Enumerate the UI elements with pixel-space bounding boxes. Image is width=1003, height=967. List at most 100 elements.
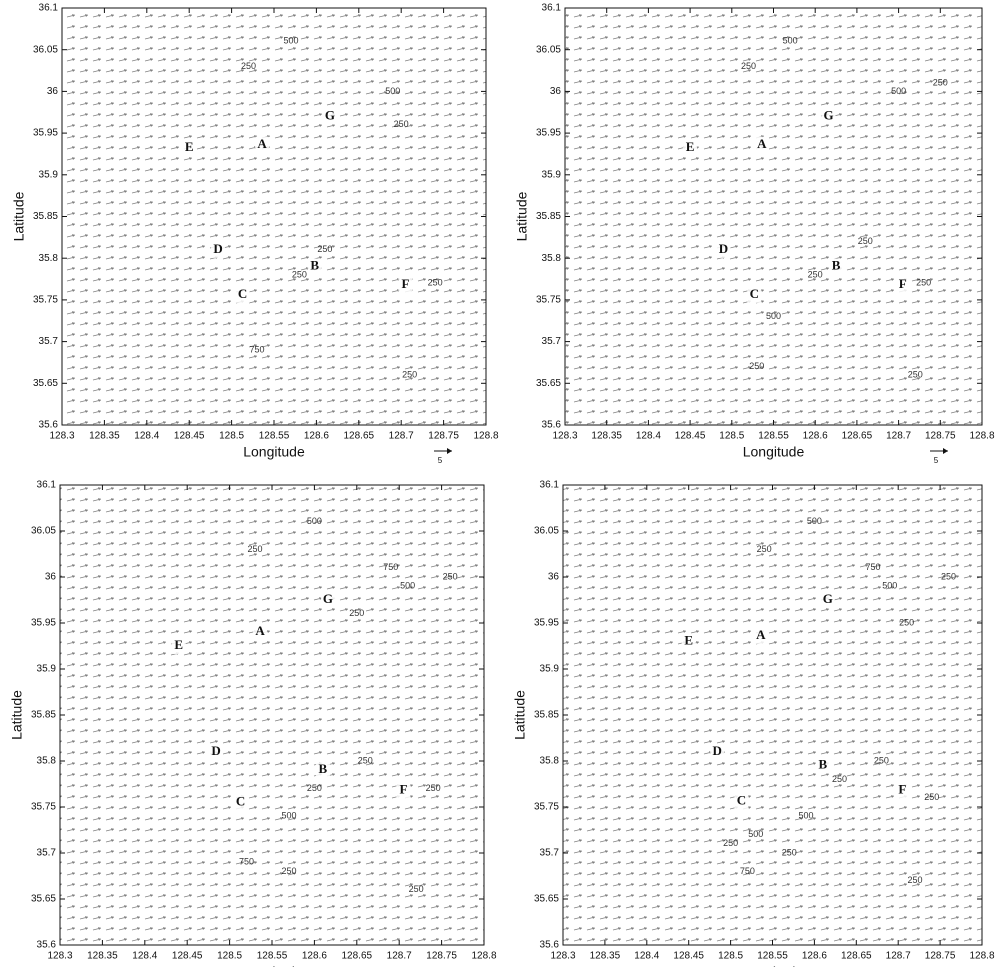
annotation-bg: [315, 762, 330, 779]
contour-label: 500: [882, 581, 897, 591]
contour-label: 250: [409, 884, 424, 894]
contour-label: 250: [443, 571, 458, 581]
contour-label: 500: [807, 516, 822, 526]
region-label: C: [238, 286, 247, 301]
y-tick-label: 36.1: [540, 480, 560, 491]
contour-label: 250: [899, 617, 914, 627]
y-tick-label: 35.65: [31, 894, 56, 905]
contour-label: 250: [874, 755, 889, 765]
contour-label: 500: [385, 86, 400, 96]
y-tick-label: 35.7: [37, 848, 57, 859]
x-tick-label: 128.8: [471, 951, 496, 962]
reference-arrow-label: 5: [438, 456, 443, 465]
annotation-bg: [255, 136, 270, 153]
y-tick-label: 36.05: [534, 526, 559, 537]
x-axis-label: Longitude: [742, 964, 804, 967]
y-tick-label: 35.6: [37, 940, 57, 951]
region-label: G: [823, 591, 833, 606]
contour-label: 250: [241, 61, 256, 71]
region-label: F: [898, 781, 906, 796]
x-tick-label: 128.55: [259, 431, 290, 442]
y-tick-label: 35.9: [39, 169, 59, 180]
contour-label: 500: [891, 86, 906, 96]
x-tick-label: 128.55: [758, 431, 789, 442]
annotation-bg: [754, 136, 769, 153]
y-tick-label: 36.05: [31, 526, 56, 537]
contour-label: 500: [748, 829, 763, 839]
x-tick-label: 128.7: [886, 431, 911, 442]
contour-label: 250: [757, 544, 772, 554]
panel: 128.3 128.35 128.4 128.45 128.5 128.55 128.6 12…: [9, 480, 497, 967]
annotation-bg: [209, 743, 224, 760]
annotation-bg: [396, 782, 411, 799]
y-axis-label: Latitude: [11, 191, 27, 241]
y-tick-label: 35.95: [534, 618, 559, 629]
contour-label: 250: [281, 866, 296, 876]
contour-label: 500: [766, 311, 781, 321]
y-tick-label: 35.8: [37, 756, 57, 767]
contour-label: 250: [916, 278, 931, 288]
region-label: G: [823, 107, 833, 122]
panel: 128.3 128.35 128.4 128.45 128.5 128.55 128.6 12…: [11, 3, 499, 465]
x-tick-label: 128.35: [89, 431, 120, 442]
contour-label: 250: [248, 544, 263, 554]
reference-arrow-head: [447, 448, 452, 454]
panel: 128.3 128.35 128.4 128.45 128.5 128.55 128.6 12…: [512, 480, 995, 967]
x-tick-label: 128.45: [673, 951, 704, 962]
region-label: B: [319, 761, 328, 776]
y-tick-label: 35.85: [534, 710, 559, 721]
x-tick-label: 128.5: [718, 951, 743, 962]
contour-label: 250: [402, 369, 417, 379]
y-tick-label: 36.1: [37, 480, 57, 491]
region-label: F: [401, 276, 409, 291]
annotation-bg: [710, 743, 725, 760]
region-label: F: [399, 781, 407, 796]
contour-label: 750: [239, 857, 254, 867]
x-tick-label: 128.6: [302, 951, 327, 962]
x-axis-label: Longitude: [743, 444, 805, 460]
y-tick-label: 35.85: [33, 211, 58, 222]
y-tick-label: 35.8: [542, 253, 562, 264]
y-tick-label: 35.65: [536, 378, 561, 389]
contour-label: 250: [832, 774, 847, 784]
annotation-bg: [734, 793, 749, 810]
vector-field: [563, 485, 982, 945]
annotation-bg: [895, 782, 910, 799]
annotation-bg: [829, 258, 844, 275]
contour-label: 250: [426, 783, 441, 793]
vector-field: [565, 8, 982, 425]
x-tick-label: 128.3: [552, 431, 577, 442]
y-tick-label: 36.1: [39, 3, 59, 14]
x-tick-label: 128.7: [387, 951, 412, 962]
region-label: E: [174, 637, 183, 652]
region-label: D: [211, 743, 220, 758]
contour-label: 750: [740, 866, 755, 876]
annotation-bg: [716, 241, 731, 258]
contour-label: 250: [941, 571, 956, 581]
y-tick-label: 35.75: [33, 295, 58, 306]
annotation-bg: [683, 140, 698, 157]
contour-label: 750: [250, 344, 265, 354]
x-tick-label: 128.75: [426, 951, 457, 962]
contour-label: 250: [908, 369, 923, 379]
x-tick-label: 128.75: [428, 431, 459, 442]
annotation-bg: [253, 624, 268, 641]
contour-label: 250: [349, 608, 364, 618]
x-axis-label: Longitude: [243, 444, 305, 460]
contour-label: 250: [317, 244, 332, 254]
x-tick-label: 128.4: [134, 431, 159, 442]
vector-field: [60, 485, 484, 945]
contour-label: 500: [307, 516, 322, 526]
region-label: C: [750, 286, 759, 301]
x-tick-label: 128.65: [342, 951, 373, 962]
contour-label: 250: [394, 119, 409, 129]
annotation-bg: [398, 276, 413, 293]
vector-field: [62, 8, 486, 425]
x-tick-label: 128.4: [636, 431, 661, 442]
contour-label: 250: [741, 61, 756, 71]
y-tick-label: 35.7: [542, 336, 562, 347]
annotation-bg: [182, 140, 197, 157]
region-label: B: [818, 757, 827, 772]
contour-label: 500: [400, 581, 415, 591]
x-tick-label: 128.8: [969, 951, 994, 962]
